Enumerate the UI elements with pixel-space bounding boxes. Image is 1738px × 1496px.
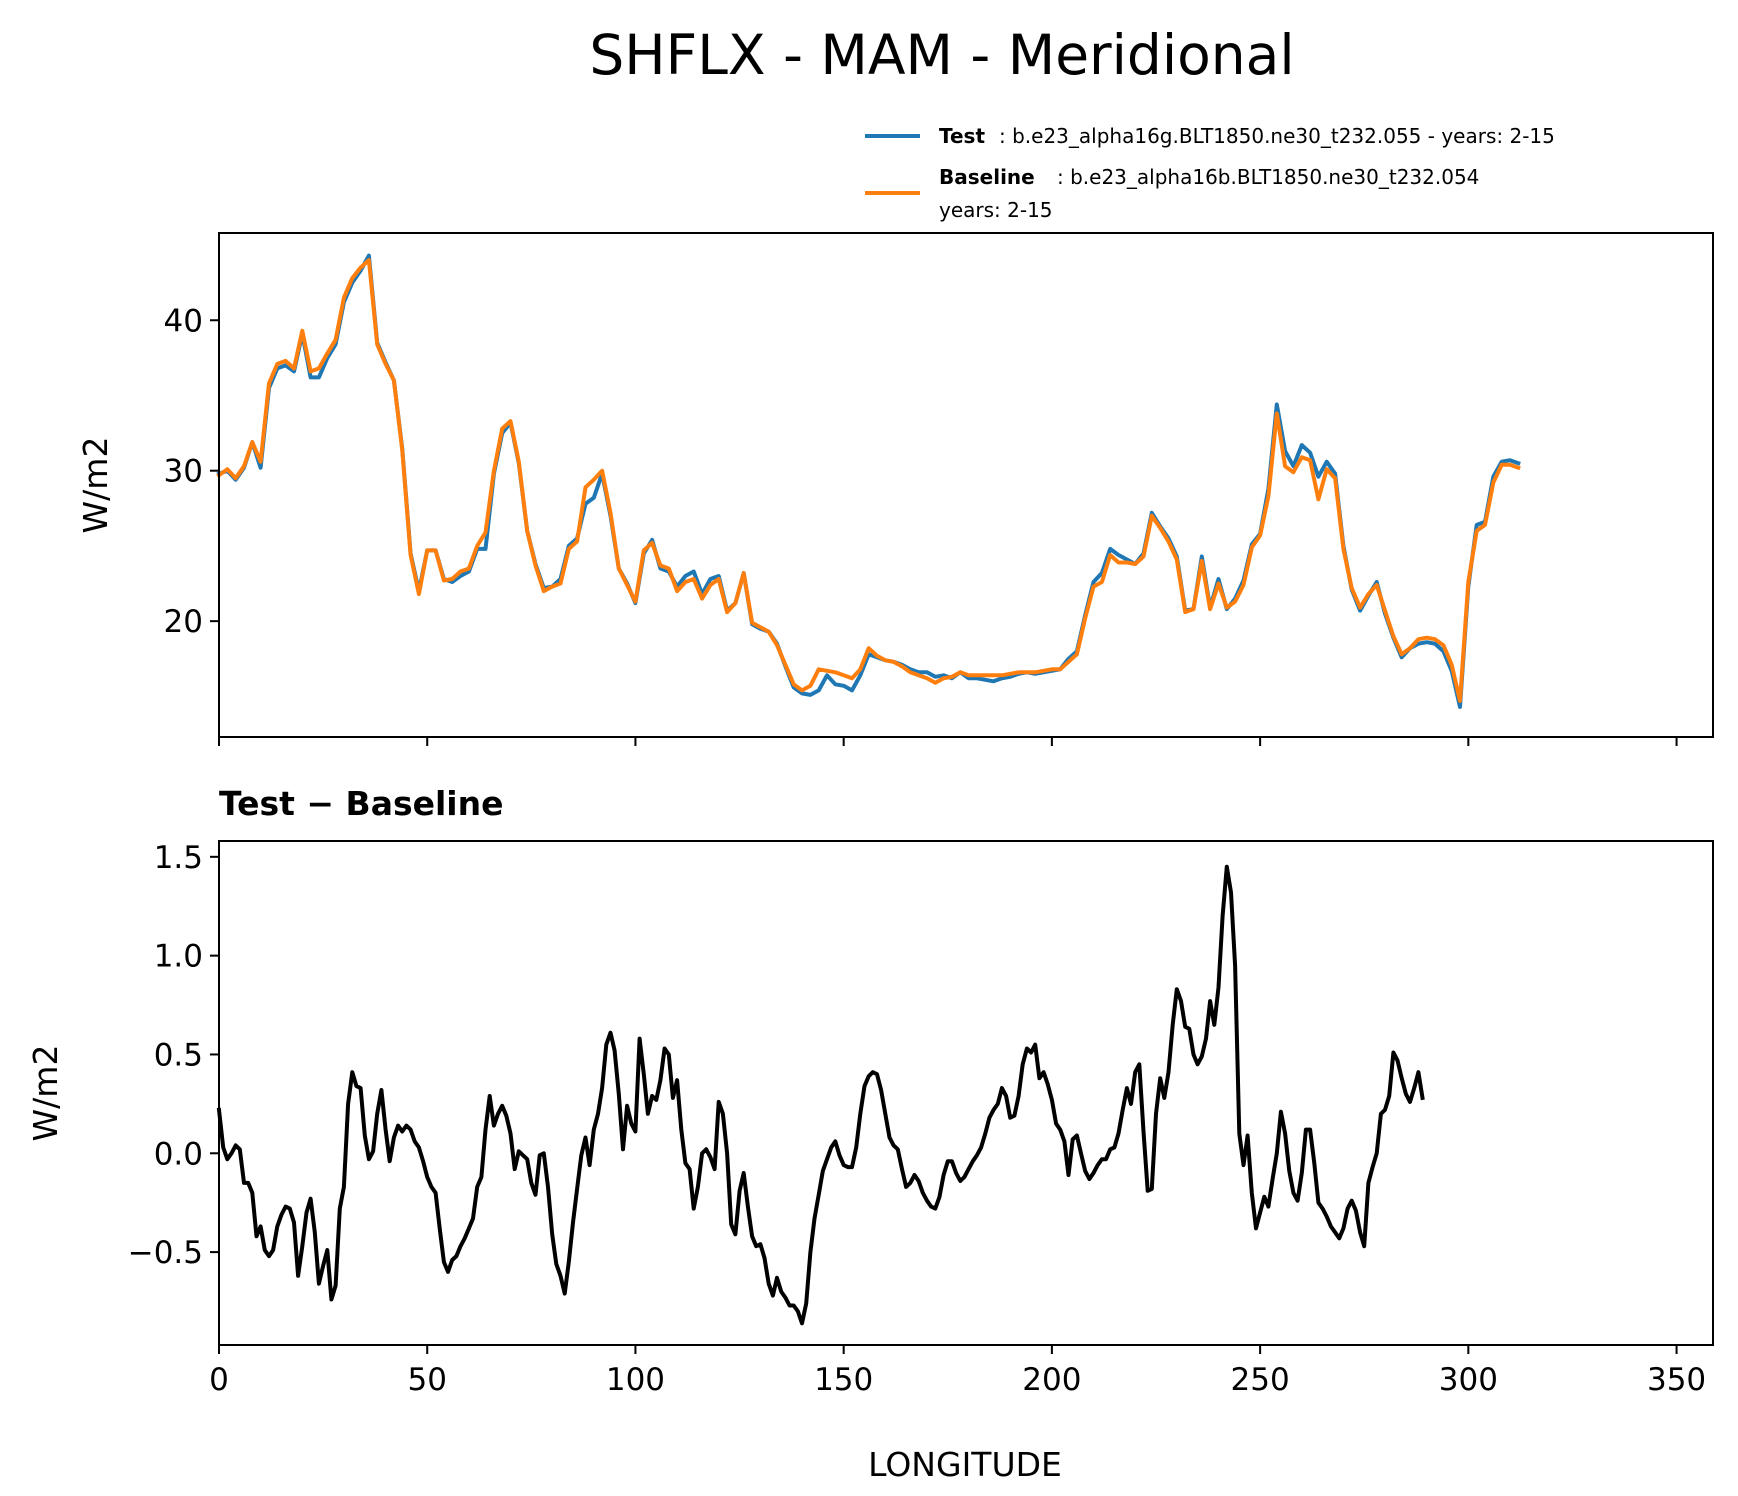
bottom-x-tick-label: 300: [1439, 1362, 1498, 1398]
legend: Test : b.e23_alpha16g.BLT1850.ne30_t232.…: [865, 124, 1555, 222]
bottom-x-tick-label: 350: [1647, 1362, 1706, 1398]
top-panel: 20 30 40 W/m2: [76, 232, 1714, 746]
top-y-ticks: 20 30 40: [164, 303, 219, 640]
bottom-y-axis-label: W/m2: [26, 1045, 65, 1142]
top-series-line-baseline: [216, 258, 1521, 703]
bottom-x-tick-label: 250: [1231, 1362, 1290, 1398]
bottom-axes-frame: [218, 840, 1714, 1346]
bottom-y-tick-label: −0.5: [128, 1235, 203, 1271]
top-y-axis-label: W/m2: [76, 437, 115, 534]
bottom-y-tick-label: 0.5: [154, 1037, 203, 1073]
bottom-y-tick-label: 1.5: [154, 840, 203, 876]
bottom-x-ticks: 0 50 100 150 200 250 300 350: [209, 1345, 1706, 1398]
legend-baseline-prefix: Baseline: [939, 165, 1035, 189]
legend-test-prefix: Test: [939, 124, 985, 148]
bottom-x-tick-label: 50: [407, 1362, 446, 1398]
x-axis-label: LONGITUDE: [868, 1445, 1062, 1484]
top-y-tick-label: 20: [164, 604, 203, 640]
bottom-x-tick-label: 0: [209, 1362, 229, 1398]
bottom-panel: Test − Baseline −0.5 0.0 0.5 1.0 1.5 0 50 100 1…: [26, 784, 1714, 1484]
top-axes-frame: [218, 232, 1714, 738]
bottom-x-tick-label: 150: [814, 1362, 873, 1398]
bottom-x-tick-label: 200: [1022, 1362, 1081, 1398]
bottom-y-tick-label: 0.0: [154, 1136, 203, 1172]
bottom-x-tick-label: 100: [606, 1362, 665, 1398]
bottom-panel-title: Test − Baseline: [219, 784, 504, 823]
bottom-y-ticks: −0.5 0.0 0.5 1.0 1.5: [128, 840, 219, 1271]
top-x-ticks: [218, 737, 1678, 746]
top-y-tick-label: 30: [164, 454, 203, 490]
bottom-series-group: [216, 864, 1425, 1326]
bottom-series-line-test-baseline: [216, 864, 1425, 1326]
top-series-group: [216, 253, 1521, 709]
bottom-y-tick-label: 1.0: [154, 939, 203, 975]
chart-title: SHFLX - MAM - Meridional: [589, 23, 1294, 87]
legend-baseline-label-years: years: 2-15: [939, 198, 1053, 222]
legend-test-label: : b.e23_alpha16g.BLT1850.ne30_t232.055 -…: [999, 124, 1555, 148]
legend-baseline-label: : b.e23_alpha16b.BLT1850.ne30_t232.054: [1057, 165, 1479, 189]
top-y-tick-label: 40: [164, 303, 203, 339]
